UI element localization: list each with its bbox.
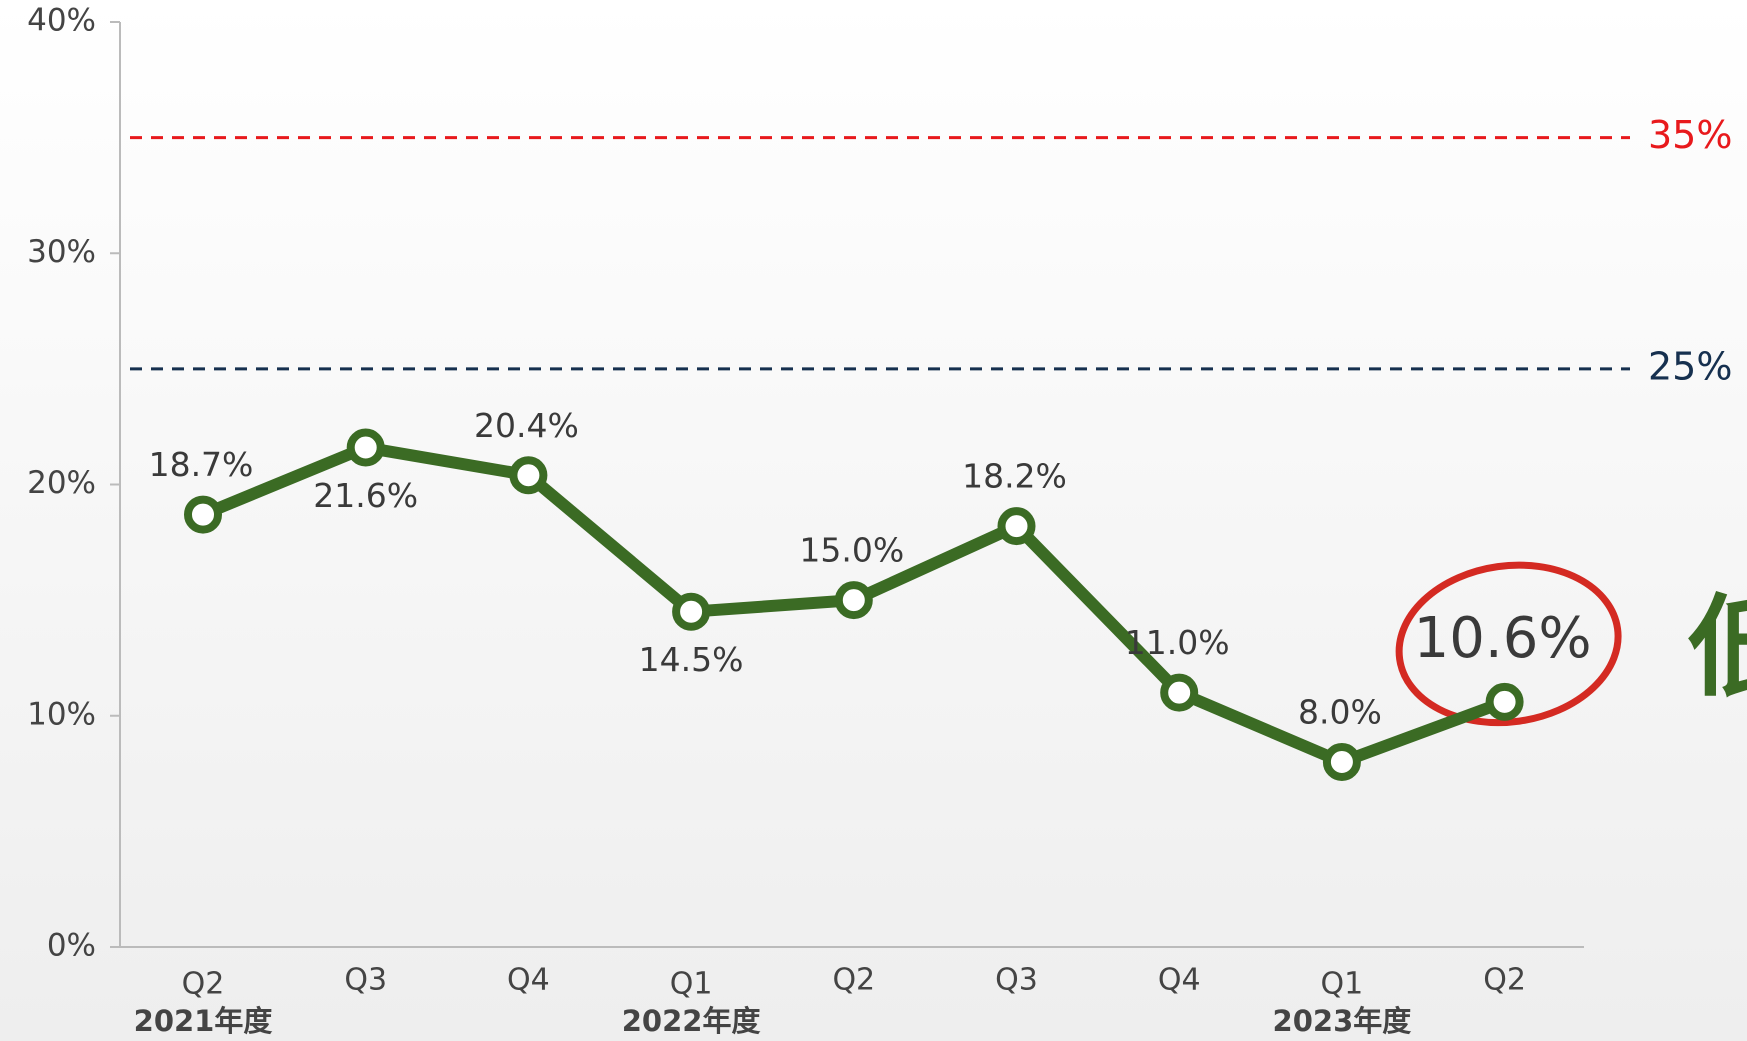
y-tick-label: 30% xyxy=(27,234,96,270)
category-group-label: 2021年度 xyxy=(134,1004,273,1038)
x-tick-label: Q4 xyxy=(507,963,550,998)
x-tick-label: Q2 xyxy=(1483,963,1526,998)
x-tick-label: Q2 xyxy=(832,963,875,998)
reference-label: 35% xyxy=(1648,113,1732,157)
x-tick-label: Q2 xyxy=(182,967,225,1002)
data-label: 14.5% xyxy=(639,640,744,679)
x-tick-label: Q1 xyxy=(1321,967,1364,1002)
data-label: 11.0% xyxy=(1125,623,1230,662)
point xyxy=(1327,747,1357,777)
data-label: 10.6% xyxy=(1414,606,1592,671)
y-tick-label: 20% xyxy=(27,465,96,501)
y-tick-label: 0% xyxy=(47,928,96,964)
data-label: 20.4% xyxy=(474,406,579,445)
category-group-label: 2023年度 xyxy=(1273,1004,1412,1038)
data-label: 8.0% xyxy=(1298,693,1382,732)
point xyxy=(1002,511,1032,541)
y-tick-label: 10% xyxy=(27,696,96,732)
point xyxy=(1164,678,1194,708)
point xyxy=(676,597,706,627)
page: {"chart_data": {"type": "line", "categor… xyxy=(0,0,1747,1041)
x-tick-label: Q4 xyxy=(1158,963,1201,998)
point xyxy=(188,500,218,530)
chart: 0%10%20%30%40%35%25%Q22021年度Q3Q4Q12022年度… xyxy=(0,0,1747,1041)
annotation: 低 xyxy=(1688,583,1747,711)
point xyxy=(1490,687,1520,717)
x-tick-label: Q3 xyxy=(995,963,1038,998)
background xyxy=(0,0,1747,1041)
data-label: 18.7% xyxy=(149,445,254,484)
point xyxy=(351,433,381,463)
x-tick-label: Q3 xyxy=(344,963,387,998)
data-label: 21.6% xyxy=(313,476,418,515)
x-tick-label: Q1 xyxy=(670,967,713,1002)
y-tick-label: 40% xyxy=(27,3,96,39)
data-label: 15.0% xyxy=(799,531,904,570)
data-label: 18.2% xyxy=(962,457,1067,496)
category-group-label: 2022年度 xyxy=(622,1004,761,1038)
point xyxy=(839,585,869,615)
reference-label: 25% xyxy=(1648,344,1732,388)
point xyxy=(513,460,543,490)
